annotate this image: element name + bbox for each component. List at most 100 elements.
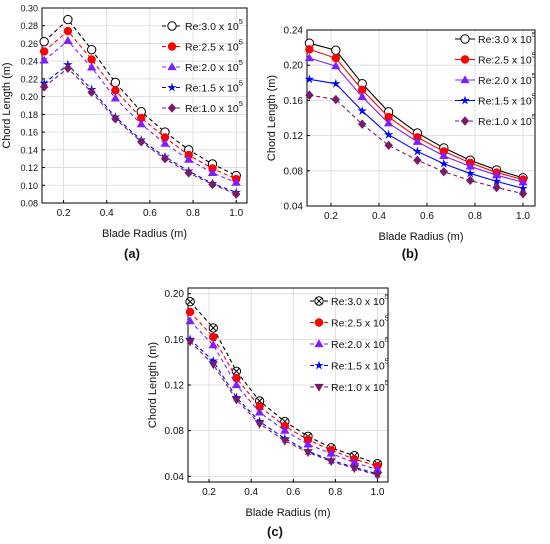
data-point [465,168,475,178]
x-tick-label: 0.6 [143,208,157,219]
legend-label: Re:3.0 x 105 [331,292,389,308]
data-point [492,170,502,179]
series-line [43,30,237,180]
y-axis-label: Chord Length (m) [266,75,278,161]
series-5 [39,63,241,199]
legend-label: Re:3.0 x 105 [478,30,536,46]
data-point [254,420,265,429]
data-point [331,61,341,70]
x-tick-label: 0.6 [420,211,434,222]
legend-label: Re:1.0 x 105 [478,112,536,128]
data-point [326,458,336,467]
data-point [137,113,146,123]
data-point [304,74,315,84]
data-point [412,136,422,145]
x-tick-label: 0.4 [372,211,386,222]
y-tick-label: 0.28 [20,21,38,31]
series-5 [305,90,528,199]
y-tick-label: 0.30 [20,4,38,14]
data-point [208,340,218,349]
data-point [39,47,49,56]
legend: Re:3.0 x 105 Re:2.5 x 105 Re:2.0 x 105 Re:1… [310,292,389,394]
legend-label: Re:2.0 x 105 [478,71,536,87]
data-point [160,138,170,147]
data-point [331,78,341,88]
data-point [39,55,49,64]
data-point [280,437,290,446]
data-point [412,146,423,156]
data-point [184,154,194,163]
legend-marker [314,318,324,327]
data-point [110,77,121,88]
y-tick-label: 0.20 [284,61,304,72]
data-point [384,112,393,122]
chart-panel-1: 0.2 0.4 0.6 0.8 1.0 0.08 0.10 0.12 0.14 0.16 0.18 0… [1,4,248,261]
x-tick-label: 1.0 [371,487,385,498]
legend-exponent: 5 [532,51,536,60]
legend-marker [460,95,470,105]
chart-panel-3: 0.2 0.4 0.6 0.8 1.0 0.04 0.08 0.12 0.16 0.20 Blade… [147,287,389,539]
data-point [208,323,218,333]
y-tick-label: 0.12 [165,381,185,392]
legend-marker [314,296,324,306]
legend: Re:3.0 x 105 Re:2.5 x 105 Re:2.0 x 105 Re:1… [455,30,536,128]
legend-exponent: 5 [532,112,536,121]
y-tick-label: 0.18 [20,110,38,120]
data-point [86,44,97,55]
data-point [349,465,359,474]
legend-exponent: 5 [532,30,536,39]
y-tick-label: 0.22 [20,74,38,84]
series-line [189,341,378,476]
data-point [358,119,367,129]
data-point [207,168,218,177]
legend-marker [167,42,177,51]
series-3 [304,53,528,186]
data-point [384,140,393,150]
y-tick-label: 0.16 [165,335,185,346]
data-point [518,188,528,199]
legend-marker [167,103,177,113]
data-point [305,90,314,100]
x-tick-label: 0.2 [57,208,71,219]
y-tick-label: 0.10 [20,181,38,191]
y-tick-label: 0.16 [284,96,304,107]
legend-marker [314,383,324,392]
data-point [372,464,383,473]
data-point [492,182,501,193]
data-point [358,85,367,95]
data-point [231,177,241,186]
legend-exponent: 5 [239,17,243,26]
data-point [208,356,219,366]
data-point [160,133,170,142]
data-point [304,53,314,62]
y-axis-label: Chord Length (m) [147,342,159,428]
plot-frame [41,7,248,204]
legend-exponent: 5 [385,314,389,323]
data-point [208,361,218,370]
panel-label: (c) [267,524,283,539]
y-tick-label: 0.26 [20,39,38,49]
data-point [372,472,383,480]
x-tick-label: 0.8 [468,211,482,222]
legend-label: Re:1.0 x 105 [331,378,389,394]
data-point [185,338,195,347]
legend-label: Re:2.0 x 105 [331,335,389,351]
data-point [357,92,367,101]
data-point [231,396,242,405]
legend-exponent: 5 [239,58,243,67]
data-point [208,179,217,190]
x-axis-label: Blade Radius (m) [246,507,331,519]
series-3 [185,316,383,473]
legend-label: Re:2.5 x 105 [478,51,536,67]
plot-frame [306,29,536,207]
chart-panel-2: 0.2 0.4 0.6 0.8 1.0 0.04 0.08 0.12 0.16 0.20 0.24 B… [266,26,536,262]
data-point [136,119,146,128]
y-tick-label: 0.24 [20,57,38,67]
legend-marker [460,34,470,44]
legend-marker [167,82,177,92]
y-tick-label: 0.20 [165,289,185,300]
data-point [185,316,195,325]
data-point [491,176,502,186]
x-tick-label: 1.0 [229,208,243,219]
